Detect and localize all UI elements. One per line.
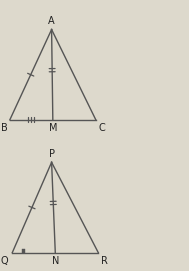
Text: A: A xyxy=(48,16,55,26)
Text: Q: Q xyxy=(1,256,9,266)
Polygon shape xyxy=(22,249,26,253)
Text: P: P xyxy=(49,149,55,159)
Text: B: B xyxy=(1,124,7,133)
Text: C: C xyxy=(98,124,105,133)
Text: R: R xyxy=(101,256,108,266)
Text: M: M xyxy=(49,124,57,133)
Text: N: N xyxy=(52,256,59,266)
